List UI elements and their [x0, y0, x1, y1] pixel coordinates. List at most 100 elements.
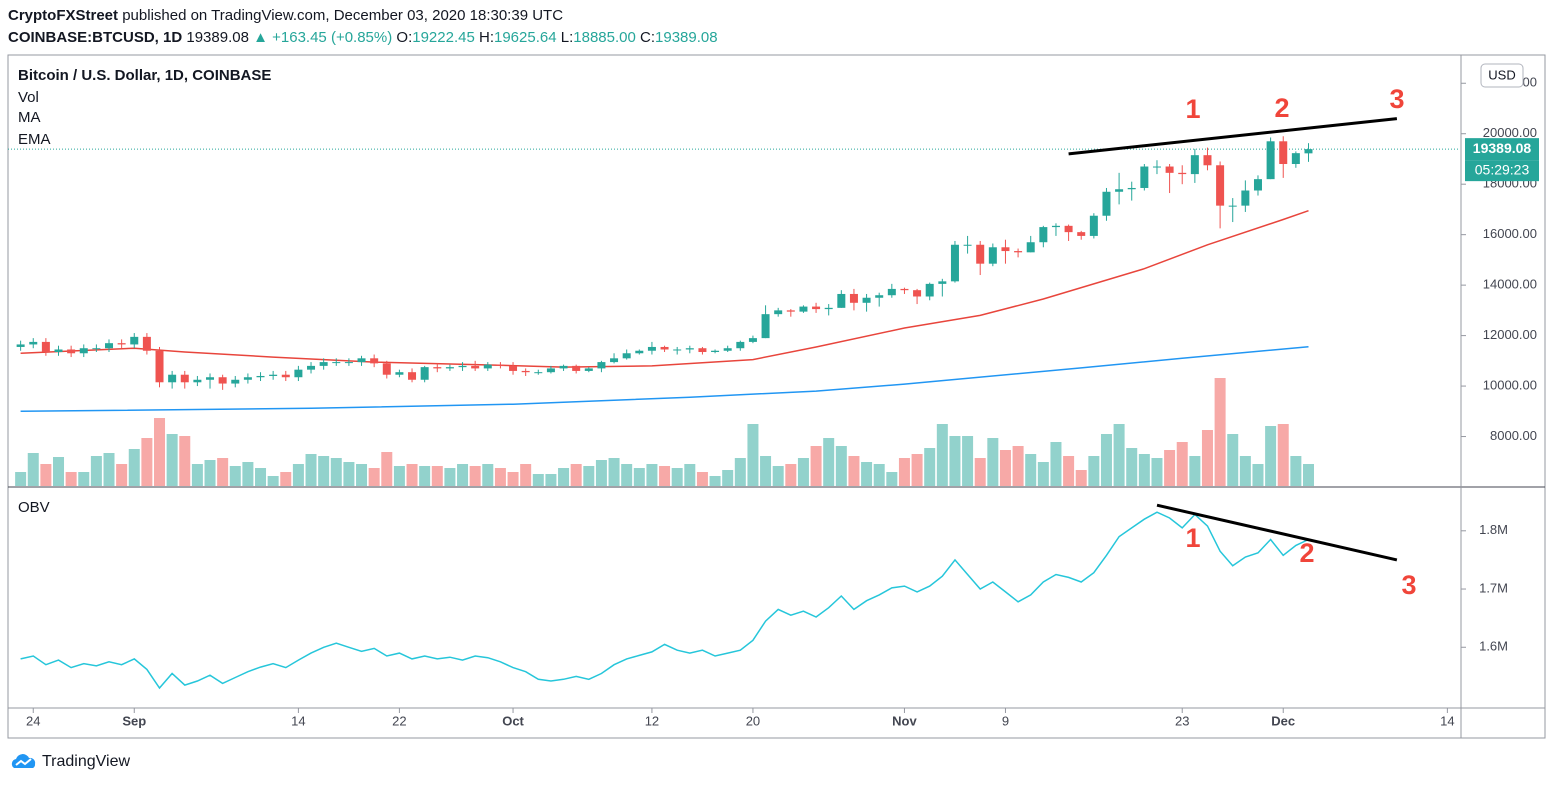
volume-bar	[255, 468, 267, 486]
volume-bar	[532, 474, 544, 486]
candle-body	[67, 349, 76, 354]
candle-body	[1190, 155, 1199, 175]
volume-bar	[1037, 462, 1049, 486]
volume-bar	[696, 472, 708, 486]
candle-body	[243, 377, 252, 380]
volume-bar	[747, 424, 759, 486]
volume-bar	[229, 466, 241, 486]
obv-tick-label: 1.6M	[1479, 639, 1508, 654]
change: +163.45 (+0.85%)	[272, 29, 392, 46]
candle-body	[1291, 153, 1300, 165]
arrow: ▲	[253, 29, 268, 46]
volume-bar	[861, 462, 873, 486]
candle-body	[281, 374, 290, 378]
volume-bar	[1164, 450, 1176, 486]
candle-body	[29, 341, 38, 345]
candle-body	[79, 348, 88, 354]
volume-bar	[457, 464, 469, 486]
symbol-line: COINBASE:BTCUSD, 1D 19389.08 ▲ +163.45 (…	[8, 29, 718, 46]
candle-body	[231, 379, 240, 384]
y-tick-label: 12000.00	[1483, 327, 1537, 342]
volume-bar	[835, 446, 847, 486]
candle-body	[1026, 242, 1035, 253]
y-tick-label: 10000.00	[1483, 378, 1537, 393]
y-tick-label: 20000.00	[1483, 125, 1537, 140]
candle-body	[1089, 215, 1098, 236]
volume-bar	[406, 464, 418, 486]
candle-body	[370, 358, 379, 364]
volume-bar	[722, 470, 734, 486]
volume-bar	[1088, 456, 1100, 486]
volume-bar	[886, 472, 898, 486]
c-val: 19389.08	[655, 29, 718, 46]
volume-bar	[116, 464, 128, 486]
candle-body	[16, 344, 25, 347]
candle-body	[660, 346, 669, 350]
candle-body	[698, 348, 707, 353]
candle-body	[1279, 141, 1288, 165]
candle-body	[269, 374, 278, 376]
candle-body	[521, 370, 530, 373]
x-tick-label: 23	[1175, 713, 1189, 728]
volume-bar	[1290, 456, 1302, 486]
candle-body	[408, 372, 417, 380]
candle-body	[1115, 189, 1124, 192]
volume-bar	[848, 456, 860, 486]
volume-bar	[444, 468, 456, 486]
last-price: 19389.08	[186, 29, 249, 46]
l-key: L:	[561, 29, 574, 46]
publish-line: CryptoFXStreet published on TradingView.…	[8, 7, 563, 24]
legend-obv: OBV	[18, 499, 50, 516]
candle-body	[1014, 251, 1023, 253]
candle-body	[723, 348, 732, 351]
candle-body	[534, 372, 543, 374]
volume-bar	[1012, 446, 1024, 486]
volume-bar	[1138, 454, 1150, 486]
volume-bar	[1265, 426, 1277, 486]
candle-body	[849, 293, 858, 303]
candle-body	[685, 348, 694, 350]
candle-body	[1178, 172, 1187, 175]
volume-bar	[507, 472, 519, 486]
candle-body	[622, 353, 631, 359]
wave-label: 3	[1389, 84, 1404, 114]
volume-bar	[15, 472, 27, 486]
tv-logo	[11, 754, 36, 768]
candle-body	[458, 365, 467, 368]
candle-body	[988, 247, 997, 264]
currency-box[interactable]	[1480, 63, 1524, 88]
volume-bar	[469, 466, 481, 486]
o-val: 19222.45	[412, 29, 475, 46]
volume-bar	[318, 456, 330, 486]
volume-bar	[431, 466, 443, 486]
candle-body	[180, 374, 189, 383]
candle-body	[887, 288, 896, 296]
candle-body	[307, 365, 316, 370]
candle-body	[1127, 187, 1136, 190]
candle-body	[1064, 225, 1073, 233]
volume-bar	[570, 464, 582, 486]
wave-label: 1	[1185, 94, 1200, 124]
candle-body	[786, 310, 795, 312]
obv-wave-label: 1	[1185, 523, 1200, 553]
volume-bar	[949, 436, 961, 486]
candle-body	[382, 363, 391, 375]
candle-body	[938, 281, 947, 284]
volume-bar	[1252, 464, 1264, 486]
volume-bar	[1302, 464, 1314, 486]
volume-bar	[999, 450, 1011, 486]
volume-bar	[217, 458, 229, 486]
candle-body	[256, 375, 265, 378]
volume-bar	[242, 462, 254, 486]
candle-body	[647, 346, 656, 351]
y-tick-label: 8000.00	[1490, 428, 1537, 443]
candle-body	[294, 369, 303, 378]
l-val: 18885.00	[573, 29, 636, 46]
candle-body	[950, 244, 959, 282]
candle-body	[559, 365, 568, 369]
volume-bar	[305, 454, 317, 486]
chart-title: Bitcoin / U.S. Dollar, 1D, COINBASE	[18, 67, 271, 84]
volume-bar	[646, 464, 658, 486]
volume-bar	[709, 476, 721, 486]
legend-vol: Vol	[18, 89, 39, 106]
